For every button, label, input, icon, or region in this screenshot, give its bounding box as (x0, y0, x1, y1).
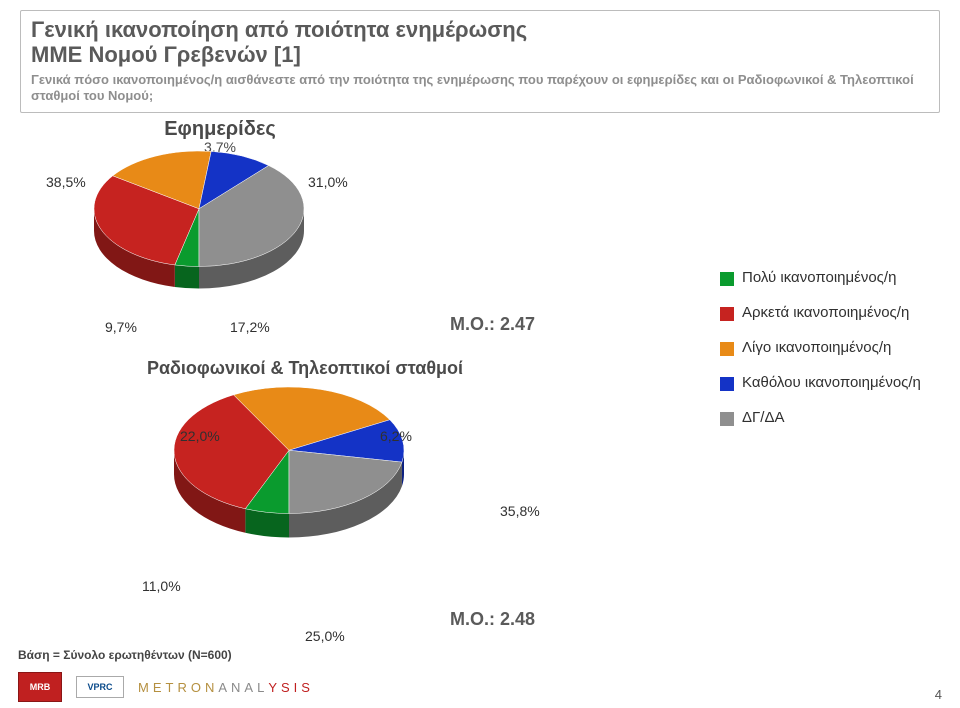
chart1-mean-label: Μ.Ο.: 2.47 (450, 314, 535, 335)
legend-swatch (720, 377, 734, 391)
chart2-slice-label: 35,8% (500, 503, 540, 519)
legend-swatch (720, 307, 734, 321)
chart1-slice-label: 9,7% (105, 319, 137, 335)
pie-chart-1 (90, 147, 308, 293)
chart2-slice-label: 6,2% (380, 428, 412, 444)
legend-item: Αρκετά ικανοποιημένος/η (720, 304, 930, 321)
legend-swatch (720, 342, 734, 356)
chart1-slice-label: 38,5% (46, 174, 86, 190)
chart2-slice-label: 25,0% (305, 628, 345, 644)
chart2-slice-label: 11,0% (142, 578, 181, 594)
logo-metron-part1: METRON (138, 680, 218, 695)
legend-label: ΔΓ/ΔΑ (742, 409, 784, 426)
legend-item: Λίγο ικανοποιημένος/η (720, 339, 930, 356)
chart1-slice-label: 31,0% (308, 174, 348, 190)
chart2-title: Ραδιοφωνικοί & Τηλεοπτικοί σταθμοί (105, 359, 505, 378)
base-note: Βάση = Σύνολο ερωτηθέντων (Ν=600) (18, 648, 942, 662)
charts-area: Εφημερίδες 3,7% 38,5%31,0%9,7%17,2% Μ.Ο.… (20, 119, 940, 649)
legend-swatch (720, 412, 734, 426)
chart2-slice-label: 22,0% (180, 428, 220, 444)
page-root: Γενική ικανοποίηση από ποιότητα ενημέρωσ… (0, 0, 960, 708)
title-line2: ΜΜΕ Νομού Γρεβενών [1] (31, 42, 301, 67)
legend-label: Καθόλου ικανοποιημένος/η (742, 374, 921, 391)
legend-label: Λίγο ικανοποιημένος/η (742, 339, 891, 356)
footer: Βάση = Σύνολο ερωτηθέντων (Ν=600) MRB VP… (18, 648, 942, 702)
page-number: 4 (935, 687, 942, 702)
chart1-title-text: Εφημερίδες (164, 118, 276, 140)
legend-label: Αρκετά ικανοποιημένος/η (742, 304, 909, 321)
logo-mrb: MRB (18, 672, 62, 702)
legend-item: Πολύ ικανοποιημένος/η (720, 269, 930, 286)
pie-chart-2 (170, 383, 408, 542)
page-title: Γενική ικανοποίηση από ποιότητα ενημέρωσ… (31, 17, 929, 68)
chart2-title-text: Ραδιοφωνικοί & Τηλεοπτικοί σταθμοί (147, 358, 463, 378)
logo-vprc: VPRC (76, 676, 124, 698)
chart1-slice-label: 17,2% (230, 319, 270, 335)
legend: Πολύ ικανοποιημένος/η Αρκετά ικανοποιημέν… (720, 269, 930, 444)
chart2-mean-label: Μ.Ο.: 2.48 (450, 609, 535, 630)
logo-metron-part2: ANAL (218, 680, 268, 695)
legend-item: ΔΓ/ΔΑ (720, 409, 930, 426)
title-line1: Γενική ικανοποίηση από ποιότητα ενημέρωσ… (31, 17, 527, 42)
page-subtitle: Γενικά πόσο ικανοποιημένος/η αισθάνεστε … (31, 72, 929, 105)
logo-metron-part3: YSIS (268, 680, 314, 695)
title-block: Γενική ικανοποίηση από ποιότητα ενημέρωσ… (20, 10, 940, 113)
footer-logos: MRB VPRC METRONANALYSIS (18, 672, 942, 702)
legend-item: Καθόλου ικανοποιημένος/η (720, 374, 930, 391)
logo-metron: METRONANALYSIS (138, 676, 314, 698)
legend-label: Πολύ ικανοποιημένος/η (742, 269, 896, 286)
legend-swatch (720, 272, 734, 286)
